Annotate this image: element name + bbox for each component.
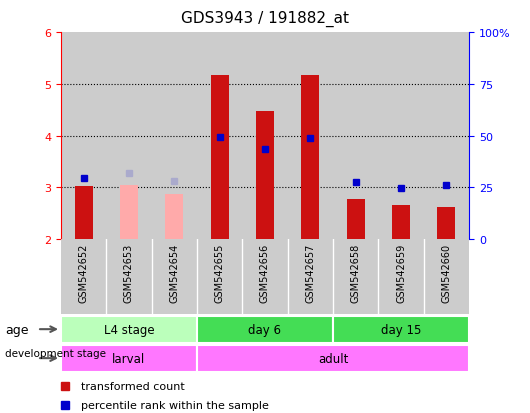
Bar bbox=[333, 33, 378, 240]
Bar bbox=[107, 33, 152, 240]
Bar bbox=[378, 240, 423, 314]
Bar bbox=[152, 33, 197, 240]
Text: GSM542659: GSM542659 bbox=[396, 243, 406, 302]
Bar bbox=[197, 316, 333, 343]
Bar bbox=[61, 345, 197, 372]
Text: adult: adult bbox=[318, 352, 348, 365]
Text: day 6: day 6 bbox=[249, 323, 281, 336]
Bar bbox=[61, 33, 107, 240]
Bar bbox=[288, 33, 333, 240]
Bar bbox=[210, 75, 229, 240]
Bar bbox=[333, 240, 378, 314]
Text: L4 stage: L4 stage bbox=[104, 323, 154, 336]
Text: GSM542656: GSM542656 bbox=[260, 243, 270, 302]
Text: day 15: day 15 bbox=[381, 323, 421, 336]
Text: age: age bbox=[5, 323, 29, 336]
Bar bbox=[301, 75, 320, 240]
Text: GDS3943 / 191882_at: GDS3943 / 191882_at bbox=[181, 10, 349, 26]
Bar bbox=[61, 240, 107, 314]
Text: GSM542657: GSM542657 bbox=[305, 243, 315, 302]
Bar bbox=[378, 33, 423, 240]
Bar bbox=[152, 240, 197, 314]
Text: percentile rank within the sample: percentile rank within the sample bbox=[82, 400, 269, 410]
Bar bbox=[333, 316, 469, 343]
Text: GSM542654: GSM542654 bbox=[169, 243, 179, 302]
Text: GSM542652: GSM542652 bbox=[78, 243, 89, 302]
Bar bbox=[242, 33, 288, 240]
Text: GSM542658: GSM542658 bbox=[351, 243, 361, 302]
Text: larval: larval bbox=[112, 352, 146, 365]
Text: development stage: development stage bbox=[5, 348, 107, 358]
Bar bbox=[165, 194, 183, 240]
Bar bbox=[61, 316, 197, 343]
Bar bbox=[197, 33, 242, 240]
Bar bbox=[288, 240, 333, 314]
Bar bbox=[75, 187, 93, 240]
Bar bbox=[423, 240, 469, 314]
Text: GSM542655: GSM542655 bbox=[215, 243, 225, 302]
Bar bbox=[197, 240, 242, 314]
Bar bbox=[347, 199, 365, 240]
Text: transformed count: transformed count bbox=[82, 381, 185, 392]
Text: GSM542653: GSM542653 bbox=[124, 243, 134, 302]
Bar bbox=[107, 240, 152, 314]
Bar bbox=[392, 206, 410, 240]
Bar bbox=[423, 33, 469, 240]
Text: GSM542660: GSM542660 bbox=[441, 243, 452, 302]
Bar bbox=[197, 345, 469, 372]
Bar bbox=[120, 185, 138, 240]
Bar bbox=[242, 240, 288, 314]
Bar bbox=[256, 112, 274, 240]
Bar bbox=[437, 207, 455, 240]
